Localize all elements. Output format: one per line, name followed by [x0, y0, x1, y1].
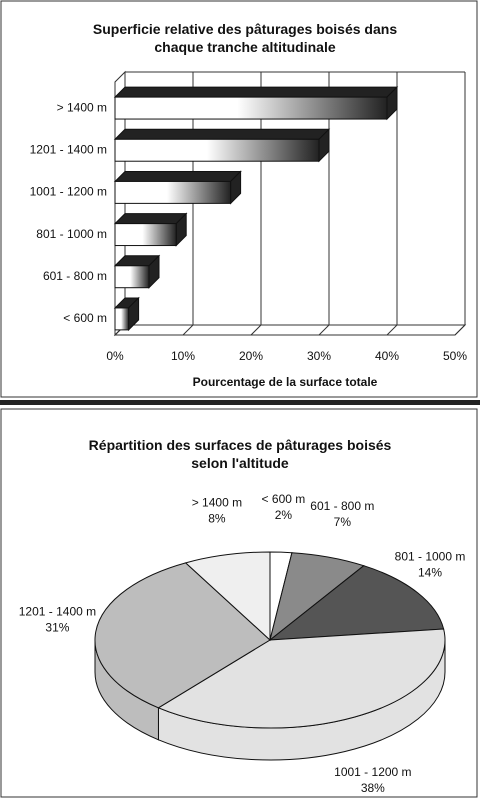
- bar: [114, 96, 388, 120]
- tick-mark: [454, 324, 466, 336]
- slice-label: 601 - 800 m: [310, 499, 374, 513]
- frame: [0, 0, 478, 398]
- slice-value: 8%: [208, 512, 226, 526]
- chart-title: Répartition des surfaces de pâturages bo…: [89, 437, 392, 471]
- y-tick-label: 601 - 800 m: [43, 269, 107, 283]
- y-tick-label: 801 - 1000 m: [36, 227, 107, 241]
- tick-mark: [386, 324, 398, 336]
- slice-value: 14%: [418, 566, 442, 580]
- slice-label: 1001 - 1200 m: [334, 765, 411, 779]
- bar: [114, 307, 130, 331]
- tick-mark: [318, 324, 330, 336]
- bar: [114, 138, 320, 162]
- slice-value: 2%: [275, 508, 293, 522]
- bar-top: [113, 213, 188, 225]
- y-tick-label: 1201 - 1400 m: [30, 142, 107, 156]
- bar: [114, 180, 232, 204]
- slice-value: 31%: [45, 620, 69, 634]
- tick-mark: [250, 324, 262, 336]
- bar-top: [113, 128, 331, 140]
- slice-label: > 1400 m: [192, 496, 242, 510]
- bar-top: [113, 170, 242, 182]
- bar: [114, 265, 150, 289]
- x-tick-label: 40%: [375, 349, 399, 363]
- title-line: Répartition des surfaces de pâturages bo…: [89, 437, 392, 453]
- x-tick-label: 50%: [443, 349, 467, 363]
- bar-top: [113, 86, 399, 98]
- x-tick-label: 0%: [106, 349, 124, 363]
- bar: [114, 223, 177, 247]
- bar-chart: Superficie relative des pâturages boisés…: [0, 0, 478, 398]
- slice-value: 38%: [361, 781, 385, 795]
- title-line: chaque tranche altitudinale: [154, 39, 335, 55]
- y-tick-label: 1001 - 1200 m: [30, 185, 107, 199]
- slice: [157, 628, 446, 729]
- slice-label: 801 - 1000 m: [395, 550, 466, 564]
- slice-label: < 600 m: [262, 492, 306, 506]
- x-axis-label: Pourcentage de la surface totale: [193, 375, 378, 389]
- slice: [268, 565, 445, 641]
- separator: [0, 400, 480, 405]
- slice-value: 7%: [334, 515, 352, 529]
- slice: [184, 551, 271, 642]
- slice: [94, 562, 271, 709]
- x-tick-label: 20%: [239, 349, 263, 363]
- slice-label: 1201 - 1400 m: [19, 604, 96, 618]
- x-tick-label: 30%: [307, 349, 331, 363]
- title-line: selon l'altitude: [191, 455, 289, 471]
- y-tick-label: < 600 m: [63, 311, 107, 325]
- x-tick-label: 10%: [171, 349, 195, 363]
- y-tick-label: > 1400 m: [57, 100, 107, 114]
- tick-mark: [182, 324, 194, 336]
- pie-chart: Répartition des surfaces de pâturages bo…: [0, 408, 478, 798]
- frame: [0, 408, 478, 798]
- chart-title: Superficie relative des pâturages boisés…: [93, 21, 397, 55]
- title-line: Superficie relative des pâturages boisés…: [93, 21, 397, 37]
- floor: [113, 324, 467, 336]
